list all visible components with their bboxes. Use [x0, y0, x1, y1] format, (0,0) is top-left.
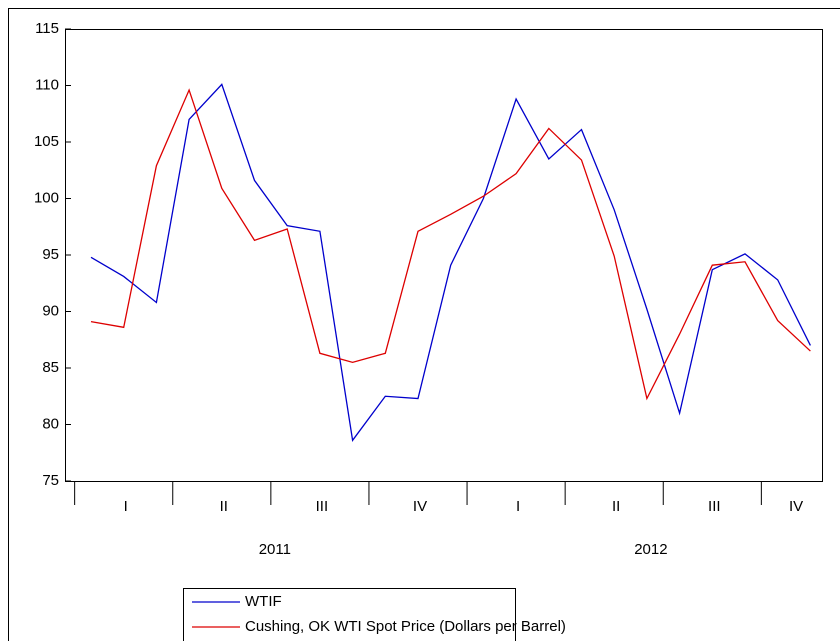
y-tick-label: 85 [42, 359, 59, 376]
legend-box [183, 588, 516, 641]
y-tick-label: 95 [42, 246, 59, 263]
quarter-label: III [316, 498, 329, 515]
y-tick-label: 105 [34, 133, 59, 150]
quarter-label: IV [413, 498, 427, 515]
quarter-label: I [124, 498, 128, 515]
series-line [90, 83, 811, 442]
quarter-label: IV [789, 498, 803, 515]
legend-label: WTIF [245, 593, 282, 610]
outer-frame [8, 8, 840, 641]
quarter-label: II [220, 498, 228, 515]
y-tick-label: 80 [42, 415, 59, 432]
quarter-label: III [708, 498, 721, 515]
y-tick-label: 90 [42, 302, 59, 319]
quarter-label: II [612, 498, 620, 515]
y-tick-label: 75 [42, 472, 59, 489]
series-line [90, 88, 811, 401]
y-tick-label: 110 [35, 76, 59, 93]
quarter-label: I [516, 498, 520, 515]
year-label: 2012 [634, 541, 667, 558]
y-tick-label: 100 [34, 189, 59, 206]
year-label: 2011 [259, 541, 291, 558]
legend-label: Cushing, OK WTI Spot Price (Dollars per … [245, 618, 566, 635]
plot-frame [65, 29, 823, 482]
y-tick-label: 115 [35, 20, 59, 37]
